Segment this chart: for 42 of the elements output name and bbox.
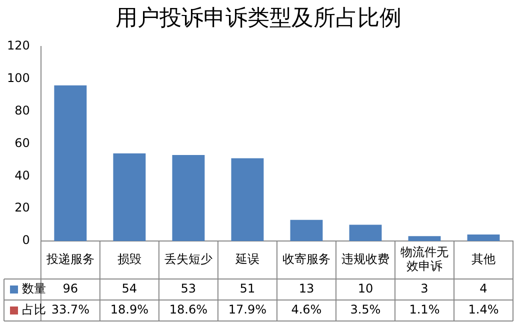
x-tick-label: 物流件无效申诉 bbox=[400, 245, 448, 274]
data-label: 4.6% bbox=[291, 302, 322, 317]
data-label: 3.5% bbox=[350, 302, 381, 317]
chart-title: 用户投诉申诉类型及所占比例 bbox=[116, 6, 402, 31]
x-tick-label: 延误 bbox=[234, 252, 260, 266]
y-tick-label: 100 bbox=[7, 70, 30, 85]
data-label: 13 bbox=[298, 282, 314, 296]
y-tick-label: 120 bbox=[7, 38, 30, 53]
x-tick-label: 违规收费 bbox=[341, 252, 390, 266]
data-label: 17.9% bbox=[228, 302, 267, 317]
x-tick-label: 收寄服务 bbox=[282, 252, 330, 266]
legend-label: 数量 bbox=[22, 282, 46, 296]
bar bbox=[408, 236, 441, 241]
bar bbox=[54, 85, 87, 241]
y-tick-label: 0 bbox=[22, 233, 30, 248]
data-label: 18.6% bbox=[169, 302, 208, 317]
x-tick-label: 丢失短少 bbox=[164, 252, 212, 266]
x-tick-label: 损毁 bbox=[117, 252, 142, 266]
y-tick-label: 80 bbox=[14, 103, 30, 118]
y-tick-label: 20 bbox=[14, 200, 30, 215]
data-label: 18.9% bbox=[110, 302, 148, 317]
x-tick-label: 投递服务 bbox=[45, 252, 94, 266]
legend-label: 占比 bbox=[22, 302, 46, 317]
data-label: 53 bbox=[180, 282, 196, 296]
bar bbox=[349, 224, 382, 241]
data-label: 96 bbox=[62, 282, 78, 296]
x-tick-label: 其他 bbox=[471, 252, 496, 266]
data-label: 3 bbox=[420, 282, 428, 296]
data-label: 54 bbox=[122, 282, 138, 296]
bar bbox=[172, 155, 205, 241]
y-tick-label: 40 bbox=[14, 168, 30, 182]
bar bbox=[113, 153, 146, 241]
data-label: 1.1% bbox=[409, 302, 440, 317]
data-label: 4 bbox=[480, 282, 488, 296]
data-label: 51 bbox=[240, 282, 256, 296]
data-label: 1.4% bbox=[468, 302, 499, 317]
bar bbox=[231, 158, 264, 241]
bar bbox=[467, 234, 500, 241]
data-label: 10 bbox=[358, 282, 374, 296]
y-tick-label: 60 bbox=[14, 136, 30, 150]
data-label: 33.7% bbox=[51, 302, 90, 317]
bar bbox=[290, 220, 323, 241]
